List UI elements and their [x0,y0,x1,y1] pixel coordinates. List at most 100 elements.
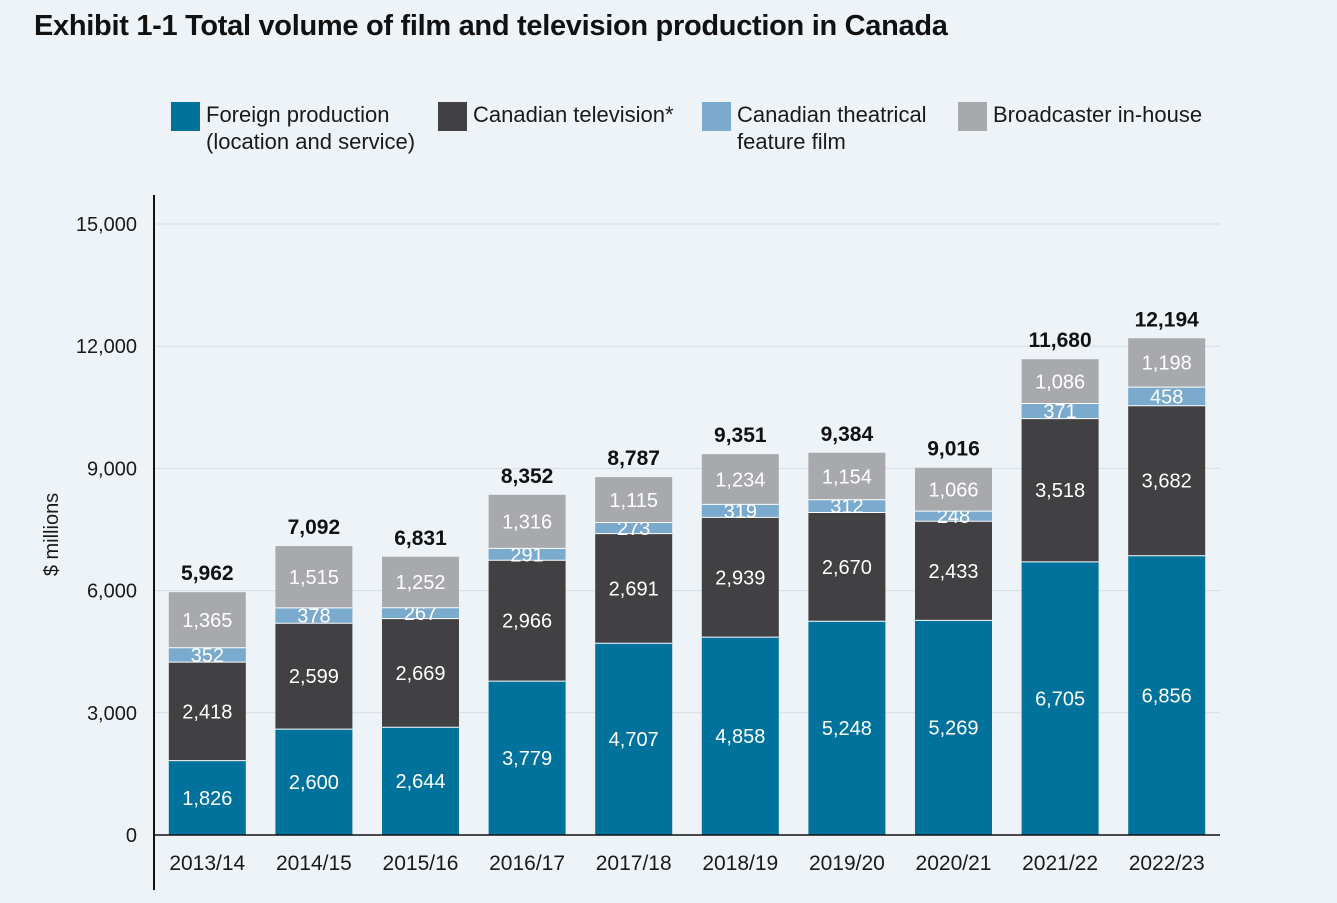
data-label: 4,707 [609,729,659,751]
data-label: 248 [937,506,970,528]
bar-segment [701,517,779,638]
data-label: 1,826 [182,788,232,810]
total-label: 7,092 [288,516,341,539]
bar-segment [275,546,353,608]
data-label: 1,515 [289,567,339,589]
total-label: 9,351 [714,424,767,447]
data-label: 6,705 [1035,688,1085,710]
x-tick-label: 2019/20 [809,852,885,875]
bar-segment [275,607,353,624]
data-label: 1,234 [715,469,765,491]
data-label: 458 [1150,386,1183,408]
bar-segment [808,621,886,835]
bar-segment [488,560,566,682]
bar-segment [915,511,992,522]
bar-segment [595,643,673,835]
x-tick-label: 2015/16 [383,852,459,875]
total-label: 9,016 [927,438,980,461]
legend-item-canadian-theatrical: Canadian theatrical feature film [702,101,927,155]
legend-item-broadcaster-in-house: Broadcaster in-house [958,101,1202,131]
data-label: 1,365 [182,610,232,632]
data-label: 2,600 [289,772,339,794]
bar-segment [382,618,459,728]
data-label: 3,682 [1142,471,1192,493]
total-label: 11,680 [1029,329,1092,352]
bar-segment [275,623,353,730]
legend-swatch-foreign-production [171,102,200,131]
data-label: 371 [1043,401,1076,423]
bar-segment [1128,387,1206,406]
y-tick-label: 15,000 [76,214,137,236]
data-label: 378 [297,606,330,628]
total-label: 8,352 [501,465,554,488]
data-label: 4,858 [715,726,765,748]
legend-item-canadian-television: Canadian television* [438,101,674,131]
x-tick-label: 2020/21 [916,852,992,875]
data-label: 2,670 [822,557,872,579]
data-label: 3,779 [502,748,552,770]
bar-segment [275,729,353,835]
data-label: 273 [617,518,650,540]
total-label: 8,787 [607,447,660,470]
data-label: 5,248 [822,718,872,740]
legend-label-broadcaster-in-house: Broadcaster in-house [993,102,1203,127]
bar-segment [808,512,886,622]
bar-segment [168,662,246,761]
x-tick-label: 2018/19 [702,852,778,875]
legend-swatch-canadian-television [438,102,467,131]
y-tick-label: 6,000 [87,581,137,603]
bar-segment [1128,405,1206,556]
legend-label-canadian-theatrical: Canadian theatrical feature film [737,102,927,154]
bar-segment [382,727,459,835]
y-tick-label: 12,000 [76,336,137,358]
x-tick-label: 2014/15 [276,852,352,875]
bar-segment [595,522,673,534]
bar-segment [488,548,566,561]
data-label: 5,269 [928,718,978,740]
bar-segment [808,499,886,513]
data-label: 1,252 [395,572,445,594]
bar-segment [701,504,779,518]
bar-segment [1128,338,1206,388]
chart-title: Exhibit 1-1 Total volume of film and tel… [34,10,948,42]
data-label: 2,599 [289,666,339,688]
y-tick-label: 3,000 [87,703,137,725]
data-label: 291 [510,544,543,566]
bar-segment [915,620,992,835]
data-label: 1,115 [609,490,658,512]
bar-segment [488,494,566,549]
bar-segment [1128,555,1206,835]
legend-item-foreign-production: Foreign production (location and service… [171,101,415,155]
bar-segment [168,647,246,663]
bar-segment [382,607,459,619]
y-tick-label: 0 [126,825,137,847]
data-label: 1,316 [502,512,552,534]
x-tick-label: 2013/14 [169,852,245,875]
legend-swatch-canadian-theatrical [702,102,731,131]
bar-segment [915,521,992,621]
y-tick-label: 9,000 [87,458,137,480]
data-label: 2,939 [715,567,765,589]
bar-segment [595,533,673,644]
data-label: 1,198 [1142,353,1192,375]
bar-segment [1021,403,1099,419]
data-label: 2,418 [182,701,232,723]
data-label: 1,154 [822,466,872,488]
bar-segment [915,467,992,512]
data-label: 6,856 [1142,685,1192,707]
bar-segment [1021,359,1099,404]
bar-segment [701,454,779,505]
total-label: 9,384 [821,423,874,446]
x-tick-label: 2017/18 [596,852,672,875]
data-label: 2,433 [928,561,978,583]
data-label: 2,669 [395,663,445,685]
bar-segment [168,592,246,648]
bar-segment [168,760,246,835]
data-label: 352 [191,645,224,667]
total-label: 5,962 [181,562,234,585]
data-label: 2,644 [395,771,445,793]
total-label: 6,831 [394,527,447,550]
data-label: 2,966 [502,611,552,633]
legend-label-foreign-production: Foreign production (location and service… [206,102,416,154]
